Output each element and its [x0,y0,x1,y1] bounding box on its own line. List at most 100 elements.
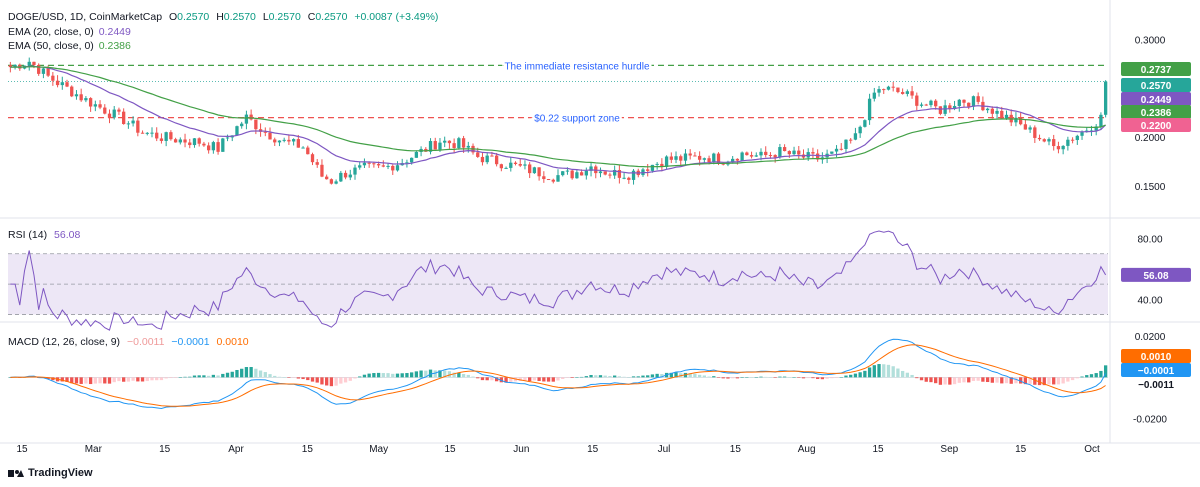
macd-histogram-bar [509,377,513,382]
macd-histogram-bar [598,375,603,378]
candle-body [575,172,579,179]
candle-body [834,148,839,152]
candle-body [697,155,702,160]
candle-body [381,165,385,167]
macd-histogram-bar [164,377,168,379]
macd-histogram-bar [849,374,853,378]
macd-histogram-bar [343,377,348,383]
macd-histogram-bar [362,374,367,378]
macd-histogram-bar [891,366,895,378]
candle-body [301,147,305,149]
support-annotation: $0.22 support zone [534,114,620,125]
tradingview-logo[interactable]: TradingView [8,467,93,479]
macd-histogram-bar [971,377,976,381]
candle-body [688,153,692,156]
price-tick-label: 0.2000 [1135,133,1166,144]
candle-body [367,162,371,164]
rsi-legend[interactable]: RSI (14) 56.08 [8,229,81,241]
candle-body [55,80,60,86]
candle-body [773,155,777,158]
candle-body [202,143,206,146]
macd-histogram-bar [608,376,612,378]
macd-histogram-bar [471,376,475,378]
macd-histogram-bar [372,373,376,378]
candle-body [1004,114,1009,119]
candle-body [778,147,782,158]
candle-body [853,133,858,140]
date-tick-label: Sep [940,444,958,455]
candle-body [759,151,763,156]
candle-body [849,139,853,141]
candle-body [830,151,834,154]
candle-body [74,94,79,97]
macd-histogram-bar [391,373,395,378]
candle-body [537,167,541,177]
macd-histogram-bar [1099,370,1103,378]
candle-body [1000,110,1004,119]
signal-line [10,344,1106,407]
macd-legend[interactable]: MACD (12, 26, close, 9) −0.0011 −0.0001 … [8,336,249,348]
macd-histogram-bar [995,377,999,383]
rsi-tick-label: 80.00 [1137,235,1162,246]
candle-body [646,169,650,171]
candle-body [561,171,565,176]
macd-histogram-bar [282,377,286,378]
macd-histogram-bar [301,377,305,380]
candle-body [1070,139,1075,141]
macd-histogram-bar [490,377,494,381]
date-tick-label: 15 [872,444,884,455]
candle-body [896,87,900,93]
tag-last-price-bg [1121,78,1191,92]
candle-body [934,100,938,107]
candle-body [1014,117,1018,123]
macd-tick-label: 0.0200 [1135,332,1166,343]
macd-histogram-bar [853,373,858,378]
macd-histogram-bar [457,372,461,378]
candle-body [792,150,796,155]
macd-histogram-bar [183,376,187,378]
macd-histogram-bar [386,373,390,378]
candle-body [589,166,593,171]
candle-body [339,172,343,182]
macd-histogram-bar [830,377,834,379]
candle-body [197,138,201,144]
macd-histogram-bar [570,377,574,378]
macd-histogram-bar [400,373,404,378]
candle-body [145,132,149,134]
candle-body [1023,124,1028,130]
candle-body [919,104,924,106]
price-tick-label: 0.1500 [1135,182,1166,193]
candle-body [155,132,159,139]
ema50-legend[interactable]: EMA (50, close, 0) 0.2386 [8,40,131,52]
candle-body [159,138,164,141]
macd-histogram-bar [749,377,754,378]
candle-body [438,142,442,150]
macd-histogram-bar [169,377,173,379]
macd-histogram-bar [122,377,126,382]
candle-body [206,145,211,151]
macd-histogram-bar [192,375,197,378]
candle-body [1028,127,1032,130]
candle-body [235,126,239,136]
macd-histogram-bar [565,377,570,378]
macd-histogram-bar [636,376,640,378]
grid-lines [0,0,1200,444]
ema20-legend[interactable]: EMA (20, close, 0) 0.2449 [8,26,131,38]
candle-body [891,86,895,88]
tag-ema50: 0.2386 [1141,108,1172,119]
macd-histogram-bar [542,377,546,382]
candle-body [164,132,168,141]
macd-histogram-bar [787,377,791,378]
candle-body [1019,117,1023,125]
candle-body [518,164,522,166]
candle-body [173,139,178,143]
macd-histogram-bar [934,377,938,384]
macd-histogram-bar [546,377,551,382]
candle-body [107,113,112,118]
macd-histogram-bar [594,375,598,378]
macd-histogram-bar [1070,377,1075,381]
candle-body [1066,139,1070,146]
macd-histogram-bar [409,372,414,378]
macd-histogram-bar [981,377,985,382]
